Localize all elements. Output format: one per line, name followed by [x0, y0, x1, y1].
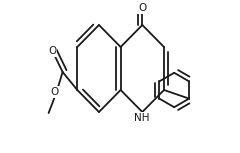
Text: O: O — [51, 87, 59, 97]
Text: O: O — [48, 46, 57, 56]
Text: O: O — [138, 3, 146, 13]
Text: NH: NH — [134, 113, 149, 123]
